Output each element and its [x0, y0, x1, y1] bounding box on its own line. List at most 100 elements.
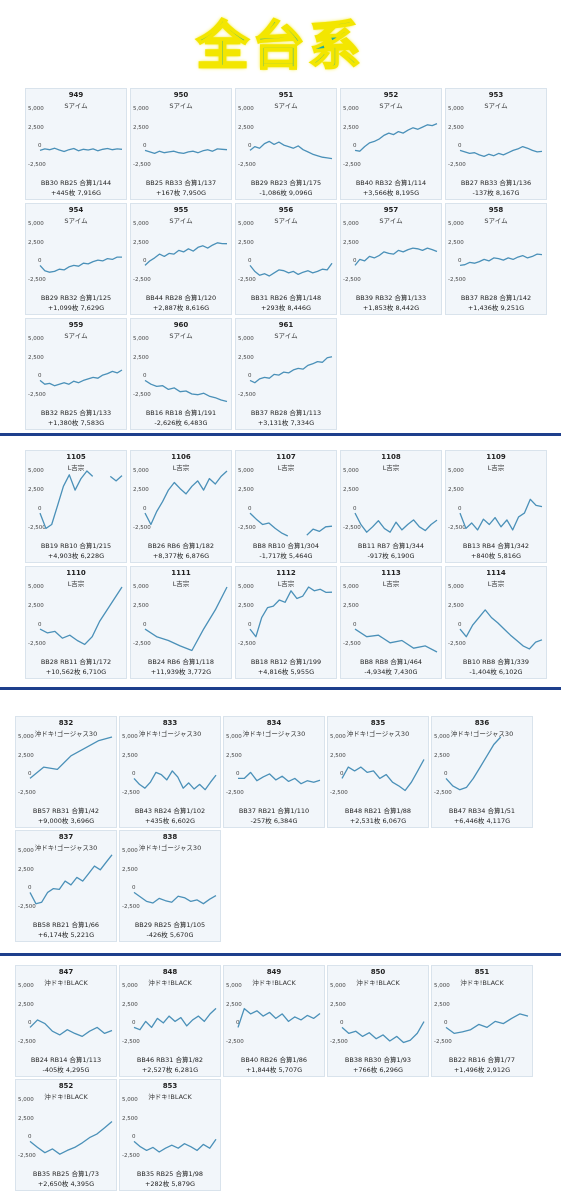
line-chart — [29, 1121, 113, 1155]
y-tick-label: -2,500 — [343, 525, 361, 532]
machine-number: 848 — [162, 968, 178, 976]
machine-chart-panel: 1109 L吉宗 5,000 2,500 0 -2,500 BB13 RB4 合算1/342… — [445, 450, 547, 563]
y-tick-label: 5,000 — [238, 220, 254, 227]
line-chart — [249, 262, 333, 277]
machine-model: L吉宗 — [172, 580, 190, 588]
y-tick-label: 2,500 — [238, 124, 254, 131]
machine-chart-panel: 1114 L吉宗 5,000 2,500 0 -2,500 BB10 RB8 合算1/339… — [445, 566, 547, 679]
machine-chart-panel: 852 沖ドキ!BLACK 5,000 2,500 0 -2,500 BB35 RB25 合… — [15, 1079, 117, 1191]
y-tick-label: 0 — [444, 771, 448, 778]
bonus-stats: BB28 RB11 合算1/172 — [40, 658, 112, 666]
machine-model: Sアイム — [169, 332, 193, 340]
series-line — [133, 1138, 217, 1153]
machine-number: 836 — [474, 719, 490, 727]
y-tick-label: -2,500 — [448, 162, 466, 169]
machine-model: Sアイム — [379, 217, 403, 225]
line-chart — [249, 140, 333, 160]
y-tick-label: 2,500 — [28, 239, 44, 246]
machine-chart-panel: 838 沖ドキ!ゴージャス30 5,000 2,500 0 -2,500 BB29 RB25… — [119, 830, 221, 942]
machine-number: 949 — [68, 91, 84, 99]
series-line — [39, 256, 122, 273]
y-tick-label: 0 — [340, 771, 344, 778]
series-line — [354, 122, 438, 152]
y-tick-label: 2,500 — [226, 1001, 242, 1008]
y-tick-label: 5,000 — [330, 982, 346, 989]
machine-number: 950 — [173, 91, 189, 99]
machine-chart-panel: 961 Sアイム 5,000 2,500 0 -2,500 BB37 RB28 合算1/11… — [235, 318, 337, 430]
result-stats: +1,496枚 2,912G — [453, 1066, 511, 1074]
y-tick-label: -2,500 — [122, 790, 140, 797]
series-line — [445, 1013, 529, 1035]
y-tick-label: 5,000 — [238, 467, 254, 474]
line-chart — [341, 759, 425, 792]
machine-number: 1111 — [171, 569, 191, 577]
line-chart — [39, 470, 123, 530]
series-line — [341, 759, 425, 792]
bonus-stats: BB44 RB28 合算1/120 — [145, 294, 217, 302]
y-tick-label: -2,500 — [238, 162, 256, 169]
line-chart — [354, 122, 438, 152]
y-tick-label: 2,500 — [343, 124, 359, 131]
series-line — [341, 1021, 425, 1044]
bonus-stats: BB24 RB14 合算1/113 — [30, 1056, 102, 1064]
y-tick-label: 0 — [353, 622, 357, 629]
y-tick-label: -2,500 — [18, 1153, 36, 1160]
result-stats: +8,377枚 6,876G — [152, 552, 210, 560]
y-tick-label: 0 — [38, 258, 42, 265]
machine-model: L吉宗 — [67, 464, 85, 472]
y-tick-label: 2,500 — [133, 602, 149, 609]
line-chart — [39, 256, 122, 273]
machine-chart-panel: 954 Sアイム 5,000 2,500 0 -2,500 BB29 RB32 合算1/12… — [25, 203, 127, 315]
line-chart — [144, 379, 228, 403]
bonus-stats: BB8 RB8 合算1/464 — [359, 658, 423, 666]
bonus-stats: BB19 RB10 合算1/215 — [40, 542, 112, 550]
machine-chart-panel: 958 Sアイム 5,000 2,500 0 -2,500 BB37 RB28 合算1/14… — [445, 203, 547, 315]
y-tick-label: -2,500 — [226, 790, 244, 797]
line-chart — [354, 247, 438, 266]
machine-model: Sアイム — [64, 217, 88, 225]
y-tick-label: 0 — [458, 506, 462, 513]
bonus-stats: BB11 RB7 合算1/344 — [357, 542, 425, 550]
y-tick-label: 5,000 — [28, 583, 44, 590]
result-stats: -426枚 5,670G — [146, 931, 194, 939]
line-chart — [238, 771, 321, 785]
result-stats: -4,934枚 7,430G — [364, 668, 418, 676]
machine-chart-panel: 959 Sアイム 5,000 2,500 0 -2,500 BB32 RB25 合算1/13… — [25, 318, 127, 430]
y-tick-label: 0 — [458, 258, 462, 265]
machine-model: 沖ドキ!ゴージャス30 — [34, 844, 98, 852]
result-stats: +4,816枚 5,955G — [257, 668, 315, 676]
y-tick-label: -2,500 — [238, 641, 256, 648]
result-stats: +766枚 6,296G — [352, 1066, 404, 1074]
bonus-stats: BB31 RB26 合算1/148 — [250, 294, 322, 302]
line-chart — [39, 147, 123, 153]
bonus-stats: BB18 RB12 合算1/199 — [250, 658, 322, 666]
y-tick-label: 0 — [143, 506, 147, 513]
result-stats: -257枚 6,384G — [250, 817, 298, 825]
machine-model: 沖ドキ!BLACK — [356, 979, 400, 987]
machine-model: L吉宗 — [172, 464, 190, 472]
machine-number: 847 — [58, 968, 74, 976]
machine-model: 沖ドキ!ゴージャス30 — [242, 730, 306, 738]
machine-model: L吉宗 — [277, 464, 295, 472]
y-tick-label: 0 — [353, 506, 357, 513]
machine-chart-panel: 953 Sアイム 5,000 2,500 0 -2,500 BB27 RB33 合算1/13… — [445, 88, 547, 200]
y-tick-label: 5,000 — [122, 1096, 138, 1103]
bonus-stats: BB22 RB16 合算1/77 — [448, 1056, 516, 1064]
machine-number: 849 — [266, 968, 282, 976]
y-tick-label: 2,500 — [343, 486, 359, 493]
y-tick-label: 2,500 — [343, 239, 359, 246]
y-tick-label: 2,500 — [330, 1001, 346, 1008]
machine-model: 沖ドキ!BLACK — [148, 1093, 192, 1101]
machine-number: 853 — [162, 1082, 178, 1090]
machine-number: 955 — [173, 206, 189, 214]
y-tick-label: 2,500 — [448, 124, 464, 131]
series-line — [144, 379, 228, 403]
y-tick-label: 0 — [353, 258, 357, 265]
machine-model: 沖ドキ!ゴージャス30 — [34, 730, 98, 738]
y-tick-label: 2,500 — [133, 486, 149, 493]
y-tick-label: 2,500 — [448, 486, 464, 493]
y-tick-label: 2,500 — [122, 1115, 138, 1122]
y-tick-label: 2,500 — [18, 752, 34, 759]
machine-number: 953 — [488, 91, 504, 99]
y-tick-label: 2,500 — [448, 602, 464, 609]
